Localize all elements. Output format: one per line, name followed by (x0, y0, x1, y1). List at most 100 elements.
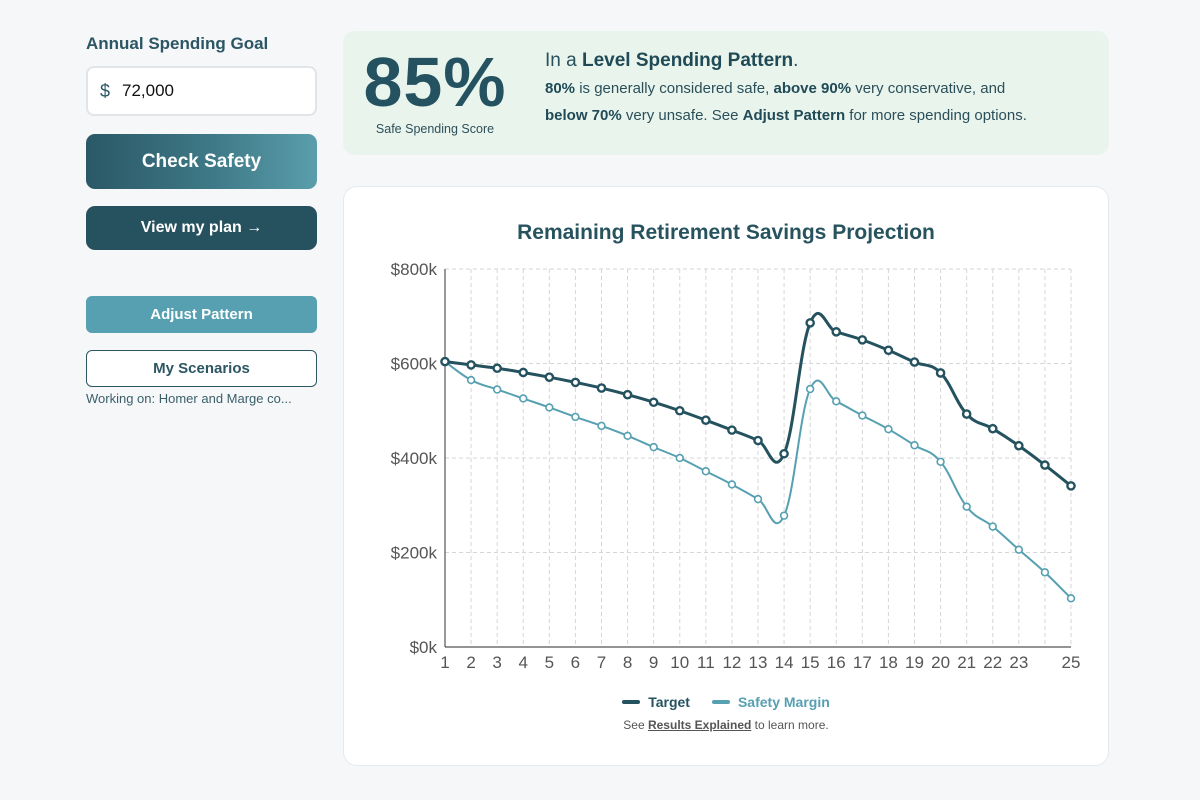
x-tick-label: 2 (466, 653, 475, 672)
y-tick-label: $400k (391, 449, 438, 468)
x-tick-label: 4 (519, 653, 528, 672)
x-tick-label: 21 (957, 653, 976, 672)
data-point-safety-margin (623, 431, 632, 440)
data-point-target (1014, 440, 1024, 451)
goal-input-box[interactable]: $ (86, 66, 317, 116)
data-point-safety-margin (675, 453, 684, 463)
chart-legend: Target Safety Margin (344, 694, 1108, 710)
currency-symbol: $ (100, 80, 111, 101)
guidance-text-3: very unsafe. See (621, 107, 743, 124)
data-point-target (805, 318, 815, 328)
score-label: Safe Spending Score (375, 122, 495, 136)
legend-swatch-target (622, 700, 641, 704)
x-tick-label: 14 (775, 653, 794, 672)
data-point-safety-margin (753, 494, 763, 504)
data-point-target (674, 405, 685, 416)
data-point-safety-margin (936, 457, 945, 466)
guidance-conservative-value: above 90% (773, 80, 852, 97)
check-safety-button[interactable]: Check Safety (86, 134, 317, 189)
score-card: 85% Safe Spending Score In a Level Spend… (343, 31, 1109, 155)
data-point-target (935, 368, 946, 378)
x-tick-label: 22 (983, 653, 1002, 672)
x-tick-label: 17 (853, 653, 872, 672)
data-point-safety-margin (884, 424, 893, 434)
data-point-target (961, 409, 972, 419)
x-tick-label: 7 (597, 653, 606, 672)
x-tick-label: 6 (571, 653, 580, 672)
goal-label: Annual Spending Goal (86, 34, 269, 53)
x-tick-label: 10 (670, 653, 689, 672)
x-tick-label: 3 (492, 653, 501, 672)
data-point-safety-margin (988, 522, 997, 531)
view-plan-button[interactable]: View my plan → (86, 206, 317, 250)
x-tick-label: 18 (879, 653, 898, 672)
data-point-safety-margin (701, 467, 711, 476)
x-tick-label: 12 (722, 653, 741, 672)
data-point-target (701, 415, 711, 425)
data-point-safety-margin (1066, 594, 1076, 603)
score-value: 85% (363, 43, 507, 121)
chart-footnote: See Results Explained to learn more. (344, 718, 1108, 732)
data-point-target (779, 448, 789, 459)
legend-label-safety-margin: Safety Margin (737, 694, 830, 710)
x-tick-label: 11 (697, 653, 715, 672)
data-point-target (909, 357, 920, 367)
x-tick-label: 23 (1009, 653, 1028, 672)
adjust-pattern-button[interactable]: Adjust Pattern (86, 296, 317, 333)
x-tick-label: 9 (649, 653, 658, 672)
results-explained-link[interactable]: Results Explained (647, 718, 752, 732)
guidance-text-4: for more spending options. (845, 107, 1027, 124)
pattern-prefix: In a (545, 50, 582, 71)
x-tick-label: 16 (827, 653, 846, 672)
legend-item-safety-margin[interactable]: Safety Margin (711, 694, 830, 710)
data-point-safety-margin (962, 502, 971, 511)
pattern-suffix: . (793, 50, 799, 71)
data-point-target (1066, 481, 1076, 491)
data-point-safety-margin (519, 394, 528, 403)
legend-label-target: Target (648, 694, 690, 710)
my-scenarios-button[interactable]: My Scenarios (86, 350, 317, 387)
y-tick-label: $200k (391, 544, 438, 563)
data-point-safety-margin (779, 511, 789, 520)
guidance-unsafe-value: below 70% (545, 107, 622, 124)
score-guidance: 80% is generally considered safe, above … (545, 75, 1085, 129)
data-point-safety-margin (910, 441, 919, 450)
data-point-target (648, 397, 659, 408)
pattern-name: Level Spending Pattern (581, 50, 794, 71)
x-tick-label: 25 (1062, 653, 1081, 672)
y-tick-label: $800k (391, 260, 438, 279)
data-point-target (857, 335, 868, 345)
guidance-safe-value: 80% (545, 80, 576, 97)
goal-input[interactable] (122, 81, 273, 101)
data-point-safety-margin (649, 442, 658, 452)
data-point-target (727, 425, 737, 435)
data-point-safety-margin (1040, 568, 1050, 577)
data-point-target (883, 345, 894, 356)
x-tick-label: 8 (623, 653, 632, 672)
pattern-line: In a Level Spending Pattern. (545, 48, 1085, 74)
legend-item-target[interactable]: Target (622, 694, 690, 710)
data-point-target (622, 389, 633, 400)
chart-card: Remaining Retirement Savings Projection … (343, 186, 1109, 766)
x-tick-label: 5 (545, 653, 554, 672)
data-point-safety-margin (832, 397, 841, 406)
chart-title: Remaining Retirement Savings Projection (517, 221, 935, 244)
working-on-text: Working on: Homer and Marge co... (86, 391, 292, 406)
data-point-safety-margin (545, 403, 554, 412)
guidance-adjust-pattern: Adjust Pattern (742, 107, 846, 124)
data-point-safety-margin (466, 375, 476, 385)
legend-swatch-safety-margin (711, 700, 730, 704)
x-tick-label: 20 (931, 653, 950, 672)
data-point-target (1040, 460, 1050, 470)
data-point-target (987, 423, 998, 434)
data-point-target (544, 372, 555, 383)
data-point-safety-margin (805, 384, 815, 394)
guidance-text-2: very conservative, and (851, 80, 1006, 97)
sidebar: Annual Spending Goal $ Check Safety View… (86, 34, 317, 406)
data-point-target (753, 435, 763, 446)
guidance-text-1: is generally considered safe, (575, 80, 774, 97)
x-tick-label: 13 (749, 653, 768, 672)
y-tick-label: $600k (391, 355, 438, 374)
x-tick-label: 1 (440, 653, 449, 672)
